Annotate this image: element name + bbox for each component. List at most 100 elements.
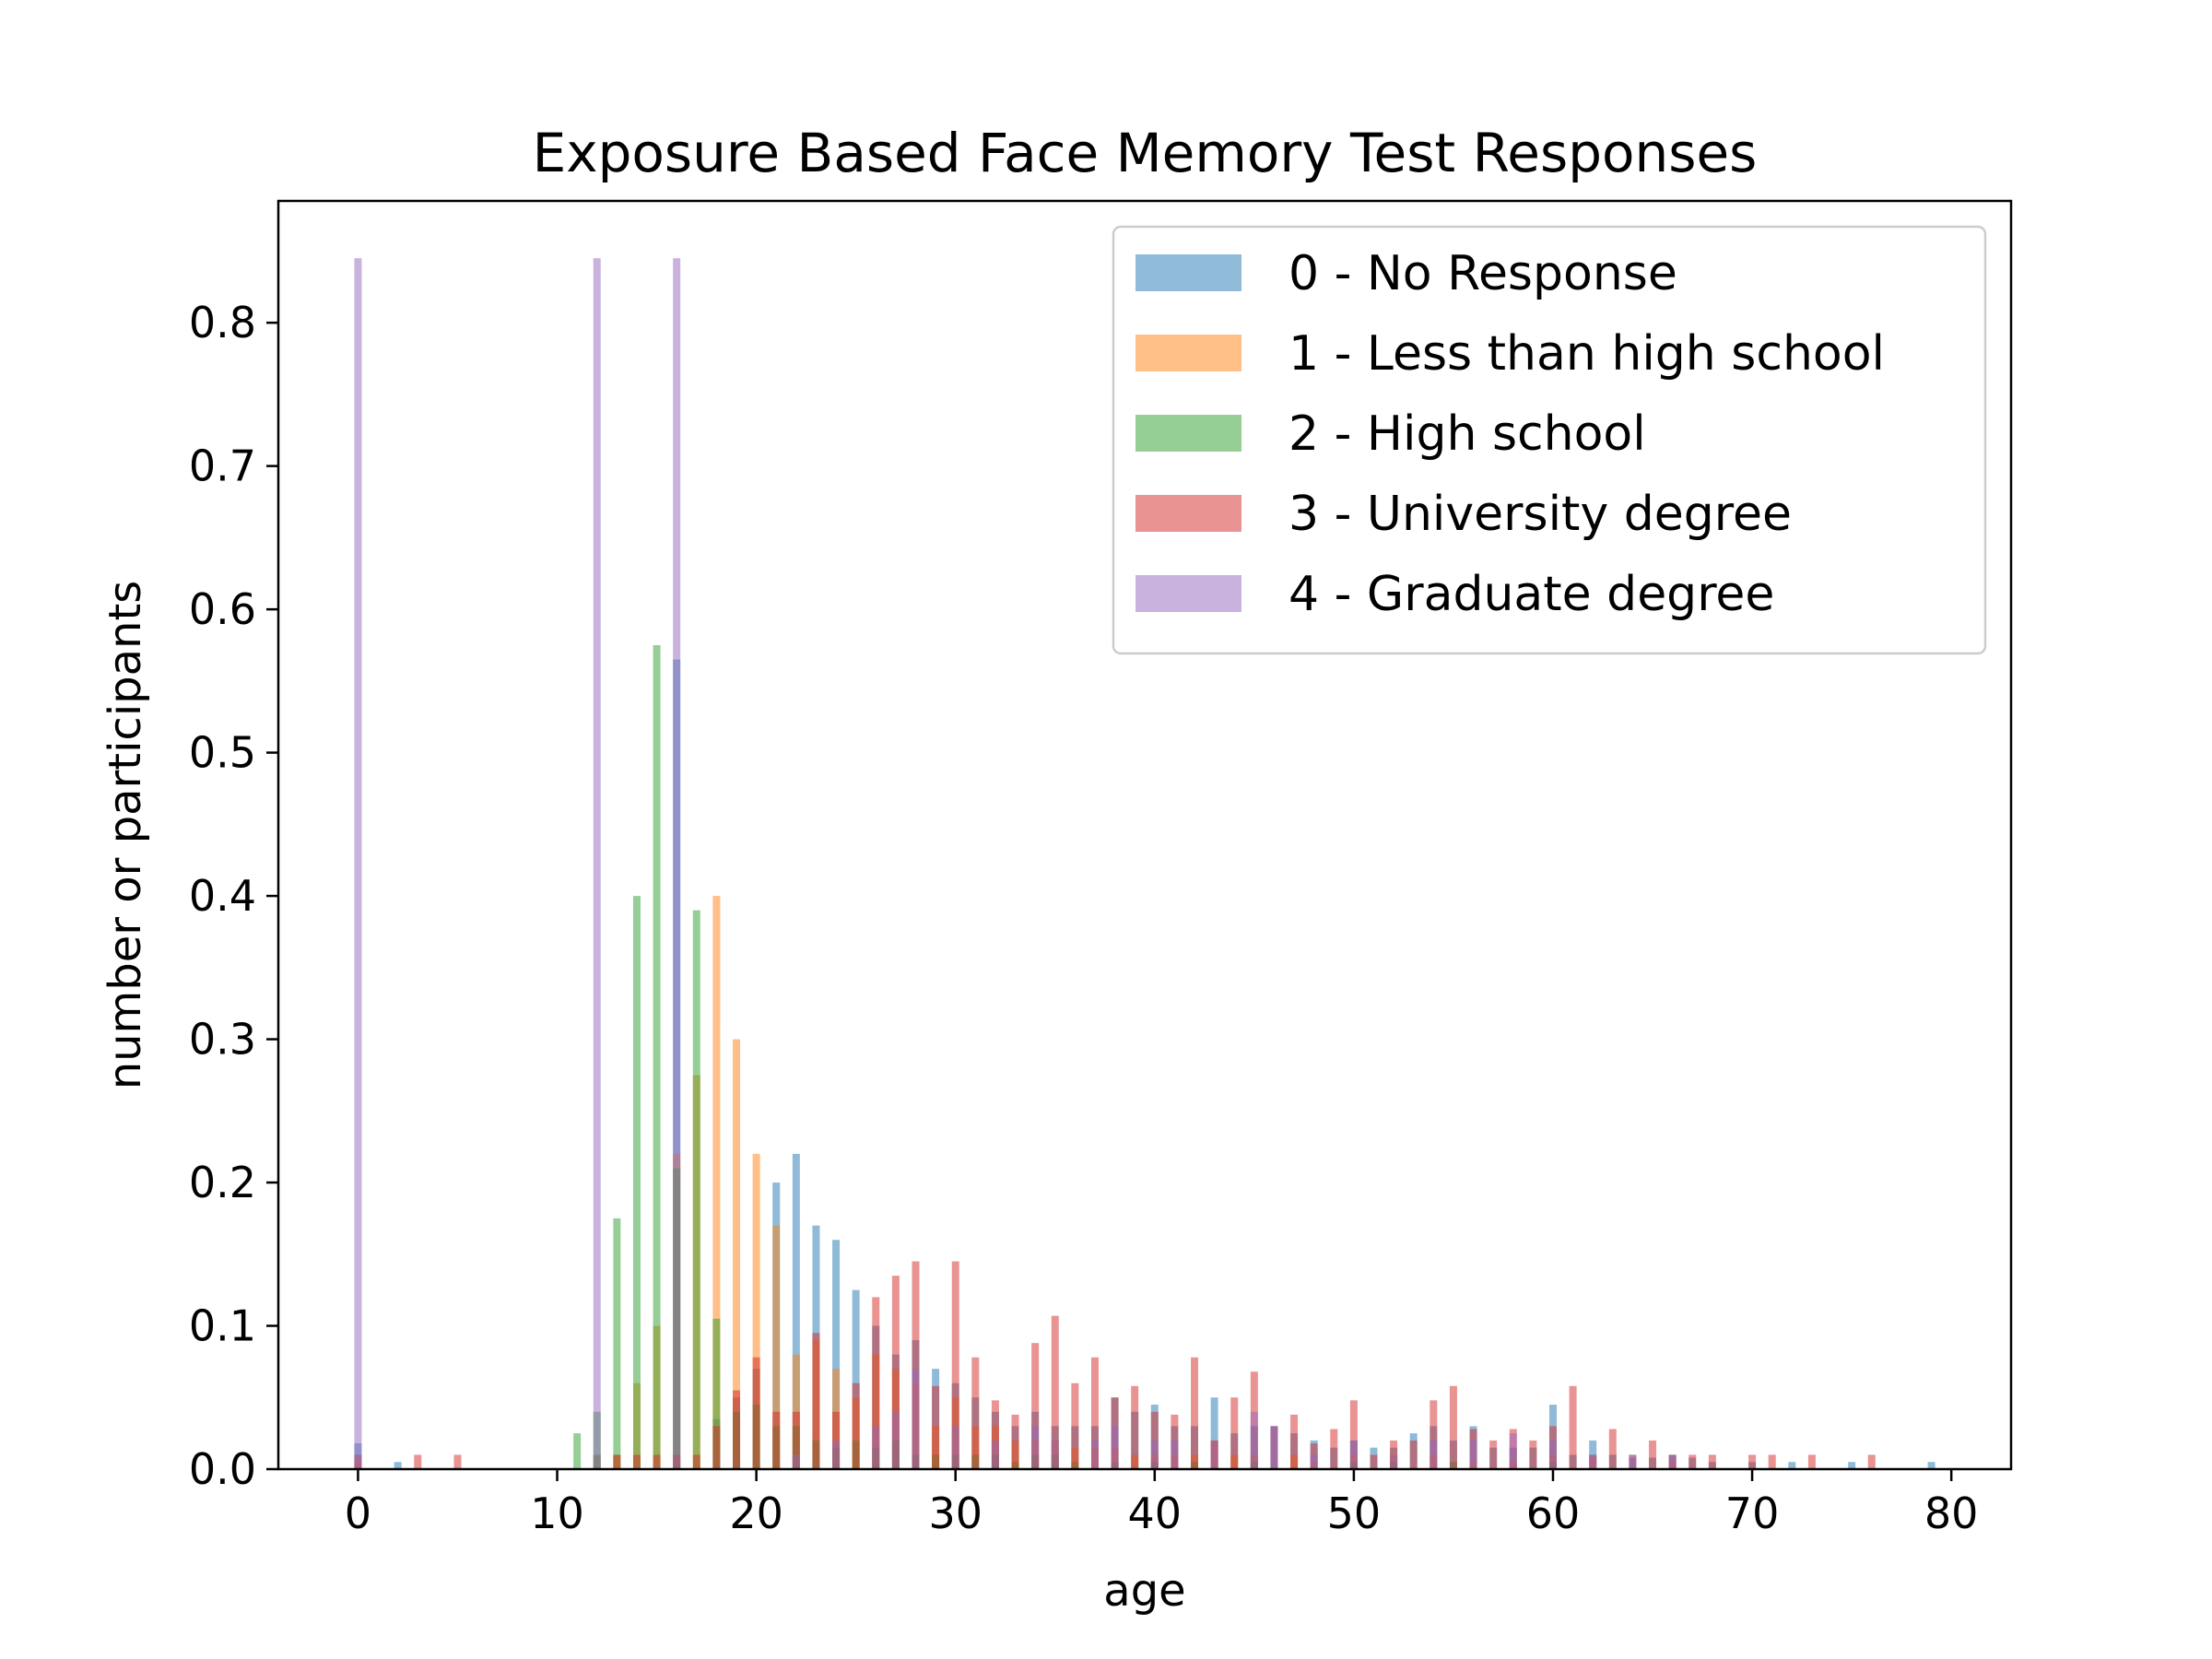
bar-series3-age-20 [752, 1357, 760, 1469]
y-axis: 0.0 0.1 0.2 0.3 0.4 0.5 0.6 0.7 0.8 [189, 298, 278, 1494]
bar-series3-age-59 [1529, 1440, 1537, 1469]
y-tick-label: 0.0 [189, 1444, 256, 1494]
bar-series4-age-37 [1090, 1440, 1099, 1469]
bar-series4-age-58 [1509, 1433, 1517, 1469]
bar-series3-age-55 [1449, 1385, 1457, 1469]
bar-series3-age-54 [1430, 1400, 1438, 1469]
bar-series4-age-60 [1548, 1440, 1557, 1469]
bar-series0-age-25 [852, 1289, 860, 1469]
bar-series3-age-3 [414, 1454, 422, 1469]
x-tick-label: 0 [345, 1488, 371, 1538]
bar-series3-age-47 [1290, 1414, 1299, 1469]
legend: 0 - No Response 1 - Less than high school… [1112, 225, 1987, 655]
bar-series3-age-19 [733, 1390, 741, 1469]
bar-series3-age-23 [812, 1333, 820, 1469]
y-axis-title: number or participants [100, 581, 151, 1090]
bar-series4-age-48 [1310, 1454, 1318, 1469]
bar-series3-age-37 [1090, 1357, 1099, 1469]
bar-series3-age-30 [951, 1261, 959, 1469]
bar-series4-age-27 [891, 1411, 900, 1469]
x-tick-label: 70 [1725, 1488, 1780, 1538]
bar-series4-age-0 [354, 258, 362, 1470]
legend-swatch-4 [1135, 575, 1241, 612]
bar-series4-age-40 [1150, 1440, 1159, 1469]
bar-series3-age-33 [1011, 1414, 1019, 1469]
bar-series4-age-16 [673, 258, 681, 1470]
x-axis: 0 10 20 30 40 50 60 70 80 [345, 1469, 1979, 1538]
x-tick-label: 20 [729, 1488, 783, 1538]
bar-series3-age-53 [1409, 1440, 1418, 1469]
bar-series4-age-22 [792, 1454, 800, 1469]
x-tick-label: 80 [1924, 1488, 1979, 1538]
legend-swatch-0 [1135, 254, 1241, 291]
bar-series4-age-38 [1111, 1426, 1119, 1469]
bar-series3-age-73 [1807, 1454, 1816, 1469]
bar-series4-age-26 [872, 1426, 880, 1469]
bar-series4-age-32 [991, 1440, 999, 1469]
bar-series3-age-70 [1748, 1454, 1757, 1469]
legend-label-2: 2 - High school [1288, 406, 1646, 462]
y-tick-label: 0.7 [189, 441, 256, 491]
bar-series3-age-34 [1031, 1343, 1040, 1469]
bar-series3-age-17 [692, 1454, 700, 1469]
bar-series4-age-12 [593, 258, 601, 1470]
bar-series3-age-13 [613, 1454, 621, 1469]
x-tick-label: 30 [928, 1488, 982, 1538]
bar-series3-age-68 [1708, 1454, 1716, 1469]
plot-area-frame [276, 199, 2013, 1471]
bar-series2-age-13 [613, 1218, 621, 1469]
bar-series3-age-29 [932, 1385, 940, 1469]
y-tick-label: 0.3 [189, 1015, 256, 1065]
bar-series1-age-20 [752, 1153, 760, 1469]
bar-series0-age-22 [792, 1153, 800, 1469]
x-tick-label: 40 [1128, 1488, 1182, 1538]
bar-series3-age-14 [632, 1454, 641, 1469]
bar-series3-age-57 [1489, 1440, 1498, 1469]
bar-series3-age-27 [891, 1276, 900, 1469]
y-tick-label: 0.5 [189, 728, 256, 778]
bar-series0-age-43 [1210, 1397, 1218, 1469]
x-tick-label: 60 [1526, 1488, 1581, 1538]
bar-series3-age-76 [1867, 1454, 1876, 1469]
legend-frame [1112, 225, 1987, 655]
bar-series4-age-64 [1629, 1454, 1637, 1469]
bar-series3-age-42 [1191, 1357, 1199, 1469]
bar-series3-age-5 [453, 1454, 462, 1469]
bar-series4-age-46 [1270, 1426, 1278, 1469]
bar-series3-age-21 [772, 1411, 781, 1469]
chart-title: Exposure Based Face Memory Test Response… [533, 122, 1758, 184]
bar-series0-age-72 [1788, 1462, 1796, 1469]
x-tick-label: 10 [530, 1488, 584, 1538]
legend-swatch-1 [1135, 335, 1241, 371]
legend-label-3: 3 - University degree [1288, 487, 1792, 542]
bar-series3-age-61 [1569, 1385, 1577, 1469]
bar-series2-age-14 [632, 896, 641, 1469]
y-tick-label: 0.8 [189, 298, 256, 347]
bar-series4-age-34 [1031, 1426, 1040, 1469]
bar-series4-age-41 [1171, 1440, 1179, 1469]
bar-series3-age-31 [971, 1357, 980, 1469]
legend-label-4: 4 - Graduate degree [1288, 567, 1774, 622]
bar-series1-age-19 [733, 1039, 741, 1469]
bar-series1-age-21 [772, 1225, 781, 1469]
bar-series3-age-18 [712, 1426, 721, 1469]
bar-series3-age-71 [1768, 1454, 1776, 1469]
bar-series2-age-18 [712, 1318, 721, 1469]
bar-series3-age-22 [792, 1411, 800, 1469]
bar-series3-age-50 [1349, 1400, 1358, 1469]
bar-series3-age-32 [991, 1400, 999, 1469]
bar-series4-age-66 [1668, 1454, 1677, 1469]
y-tick-label: 0.4 [189, 871, 256, 921]
bar-series4-age-43 [1210, 1440, 1218, 1469]
x-axis-title: age [1103, 1565, 1185, 1617]
bar-series3-age-26 [872, 1297, 880, 1469]
bar-series3-age-36 [1071, 1382, 1079, 1469]
bar-series0-age-2 [394, 1462, 402, 1469]
bar-series4-age-24 [832, 1440, 841, 1469]
legend-label-0: 0 - No Response [1288, 246, 1677, 301]
bar-series2-age-15 [653, 644, 661, 1469]
bar-series4-age-50 [1349, 1440, 1358, 1469]
bar-series3-age-44 [1230, 1397, 1239, 1469]
legend-swatch-3 [1135, 495, 1241, 532]
